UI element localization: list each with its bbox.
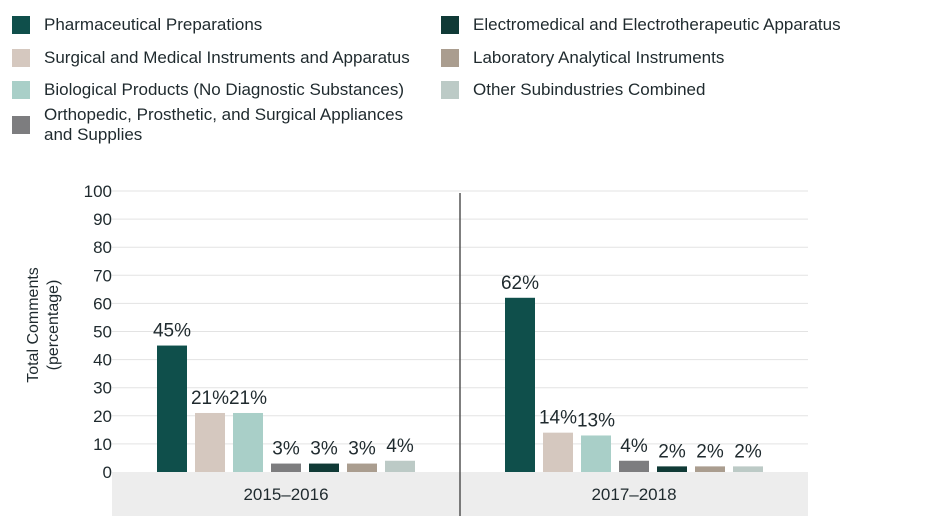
data-label: 3% (310, 439, 338, 460)
category-label: 2017–2018 (591, 485, 676, 504)
legend-label: Biological Products (No Diagnostic Subst… (44, 80, 405, 99)
bar (619, 460, 649, 472)
data-label: 4% (620, 436, 648, 457)
legend-swatch (12, 116, 30, 134)
data-label: 2% (696, 441, 724, 462)
bar (233, 412, 263, 472)
data-label: 21% (229, 388, 267, 409)
legend-label: Other Subindustries Combined (473, 80, 706, 99)
legend-item-surgical-instruments: Surgical and Medical Instruments and App… (12, 48, 410, 68)
bar (195, 412, 225, 472)
data-label: 62% (501, 273, 539, 294)
category-label: 2015–2016 (243, 485, 328, 504)
legend-swatch (441, 16, 459, 34)
y-axis-title: Total Comments (percentage) (25, 267, 62, 383)
y-tick-label: 10 (93, 435, 112, 454)
bar (695, 466, 725, 472)
legend-swatch (12, 49, 30, 67)
data-label: 2% (734, 441, 762, 462)
y-tick-label: 40 (93, 351, 112, 370)
y-tick-label: 60 (93, 294, 112, 313)
data-label: 3% (272, 439, 300, 460)
data-label: 2% (658, 441, 686, 462)
legend-swatch (441, 49, 459, 67)
legend-item-biological-products: Biological Products (No Diagnostic Subst… (12, 80, 404, 100)
legend-swatch (12, 16, 30, 34)
legend-swatch (12, 81, 30, 99)
bar (581, 435, 611, 472)
y-tick-label: 80 (93, 238, 112, 257)
y-tick-label: 50 (93, 323, 112, 342)
bar (271, 463, 301, 472)
data-label: 3% (348, 439, 376, 460)
y-tick-label: 70 (93, 266, 112, 285)
chart-legend: Pharmaceutical Preparations Surgical and… (0, 0, 945, 160)
data-label: 14% (539, 408, 577, 429)
y-tick-label: 90 (93, 210, 112, 229)
legend-item-pharmaceutical: Pharmaceutical Preparations (12, 15, 262, 35)
legend-label: Surgical and Medical Instruments and App… (44, 48, 410, 67)
legend-item-orthopedic: Orthopedic, Prosthetic, and Surgical App… (12, 105, 434, 145)
legend-label: Electromedical and Electrotherapeutic Ap… (473, 15, 841, 34)
legend-label: Pharmaceutical Preparations (44, 15, 263, 34)
legend-item-laboratory: Laboratory Analytical Instruments (441, 48, 724, 68)
bar (385, 460, 415, 472)
legend-item-electromedical: Electromedical and Electrotherapeutic Ap… (441, 15, 841, 35)
legend-label: Laboratory Analytical Instruments (473, 48, 725, 67)
legend-label: Orthopedic, Prosthetic, and Surgical App… (44, 105, 404, 144)
bar (157, 345, 187, 472)
y-tick-label: 100 (84, 182, 112, 201)
bar (543, 432, 573, 472)
bar (309, 463, 339, 472)
legend-swatch (441, 81, 459, 99)
bar (733, 466, 763, 472)
y-tick-label: 20 (93, 407, 112, 426)
legend-item-other: Other Subindustries Combined (441, 80, 705, 100)
data-label: 13% (577, 410, 615, 431)
bar (347, 463, 377, 472)
data-label: 4% (386, 436, 414, 457)
bar (505, 297, 535, 472)
data-label: 21% (191, 388, 229, 409)
y-tick-label: 0 (103, 463, 112, 482)
data-label: 45% (153, 321, 191, 342)
y-tick-label: 30 (93, 379, 112, 398)
bar (657, 466, 687, 472)
